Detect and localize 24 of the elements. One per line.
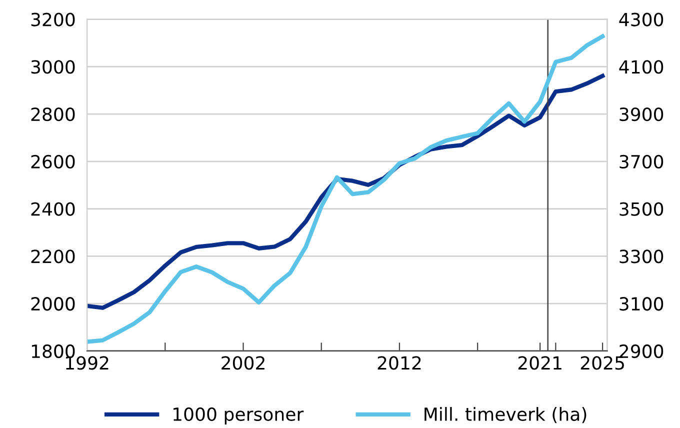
y-tick-label: 2600 xyxy=(31,154,75,169)
y-tick-label: 2200 xyxy=(31,250,75,264)
legend-label: Mill. timeverk (ha) xyxy=(424,407,586,424)
y-tick-label: 2400 xyxy=(31,202,75,216)
y-tick-label: 2800 xyxy=(31,107,75,122)
line-series xyxy=(87,34,605,344)
y-tick-label: 2000 xyxy=(31,297,75,311)
x-tick-label: 2025 xyxy=(580,356,624,370)
y-tick-label: 3200 xyxy=(31,12,75,26)
y2-tick-label: 3700 xyxy=(620,154,664,169)
y2-tick-label: 3500 xyxy=(620,202,664,216)
y-tick-label: 1800 xyxy=(32,344,75,358)
x-tick-label: 2002 xyxy=(222,356,264,370)
y-tick-label: 3000 xyxy=(31,60,75,74)
x-tick-label: 1992 xyxy=(66,356,108,370)
x-tick-label: 2021 xyxy=(518,356,562,370)
y2-tick-label: 4100 xyxy=(619,60,664,74)
y2-tick-label: 3100 xyxy=(620,297,664,311)
y2-tick-label: 2900 xyxy=(620,344,664,358)
legend-label: 1000 personer xyxy=(174,407,304,424)
y2-tick-label: 3900 xyxy=(620,107,664,122)
y2-tick-label: 3300 xyxy=(620,250,664,264)
x-tick-label: 2012 xyxy=(378,356,421,370)
y2-tick-label: 4300 xyxy=(619,12,664,26)
